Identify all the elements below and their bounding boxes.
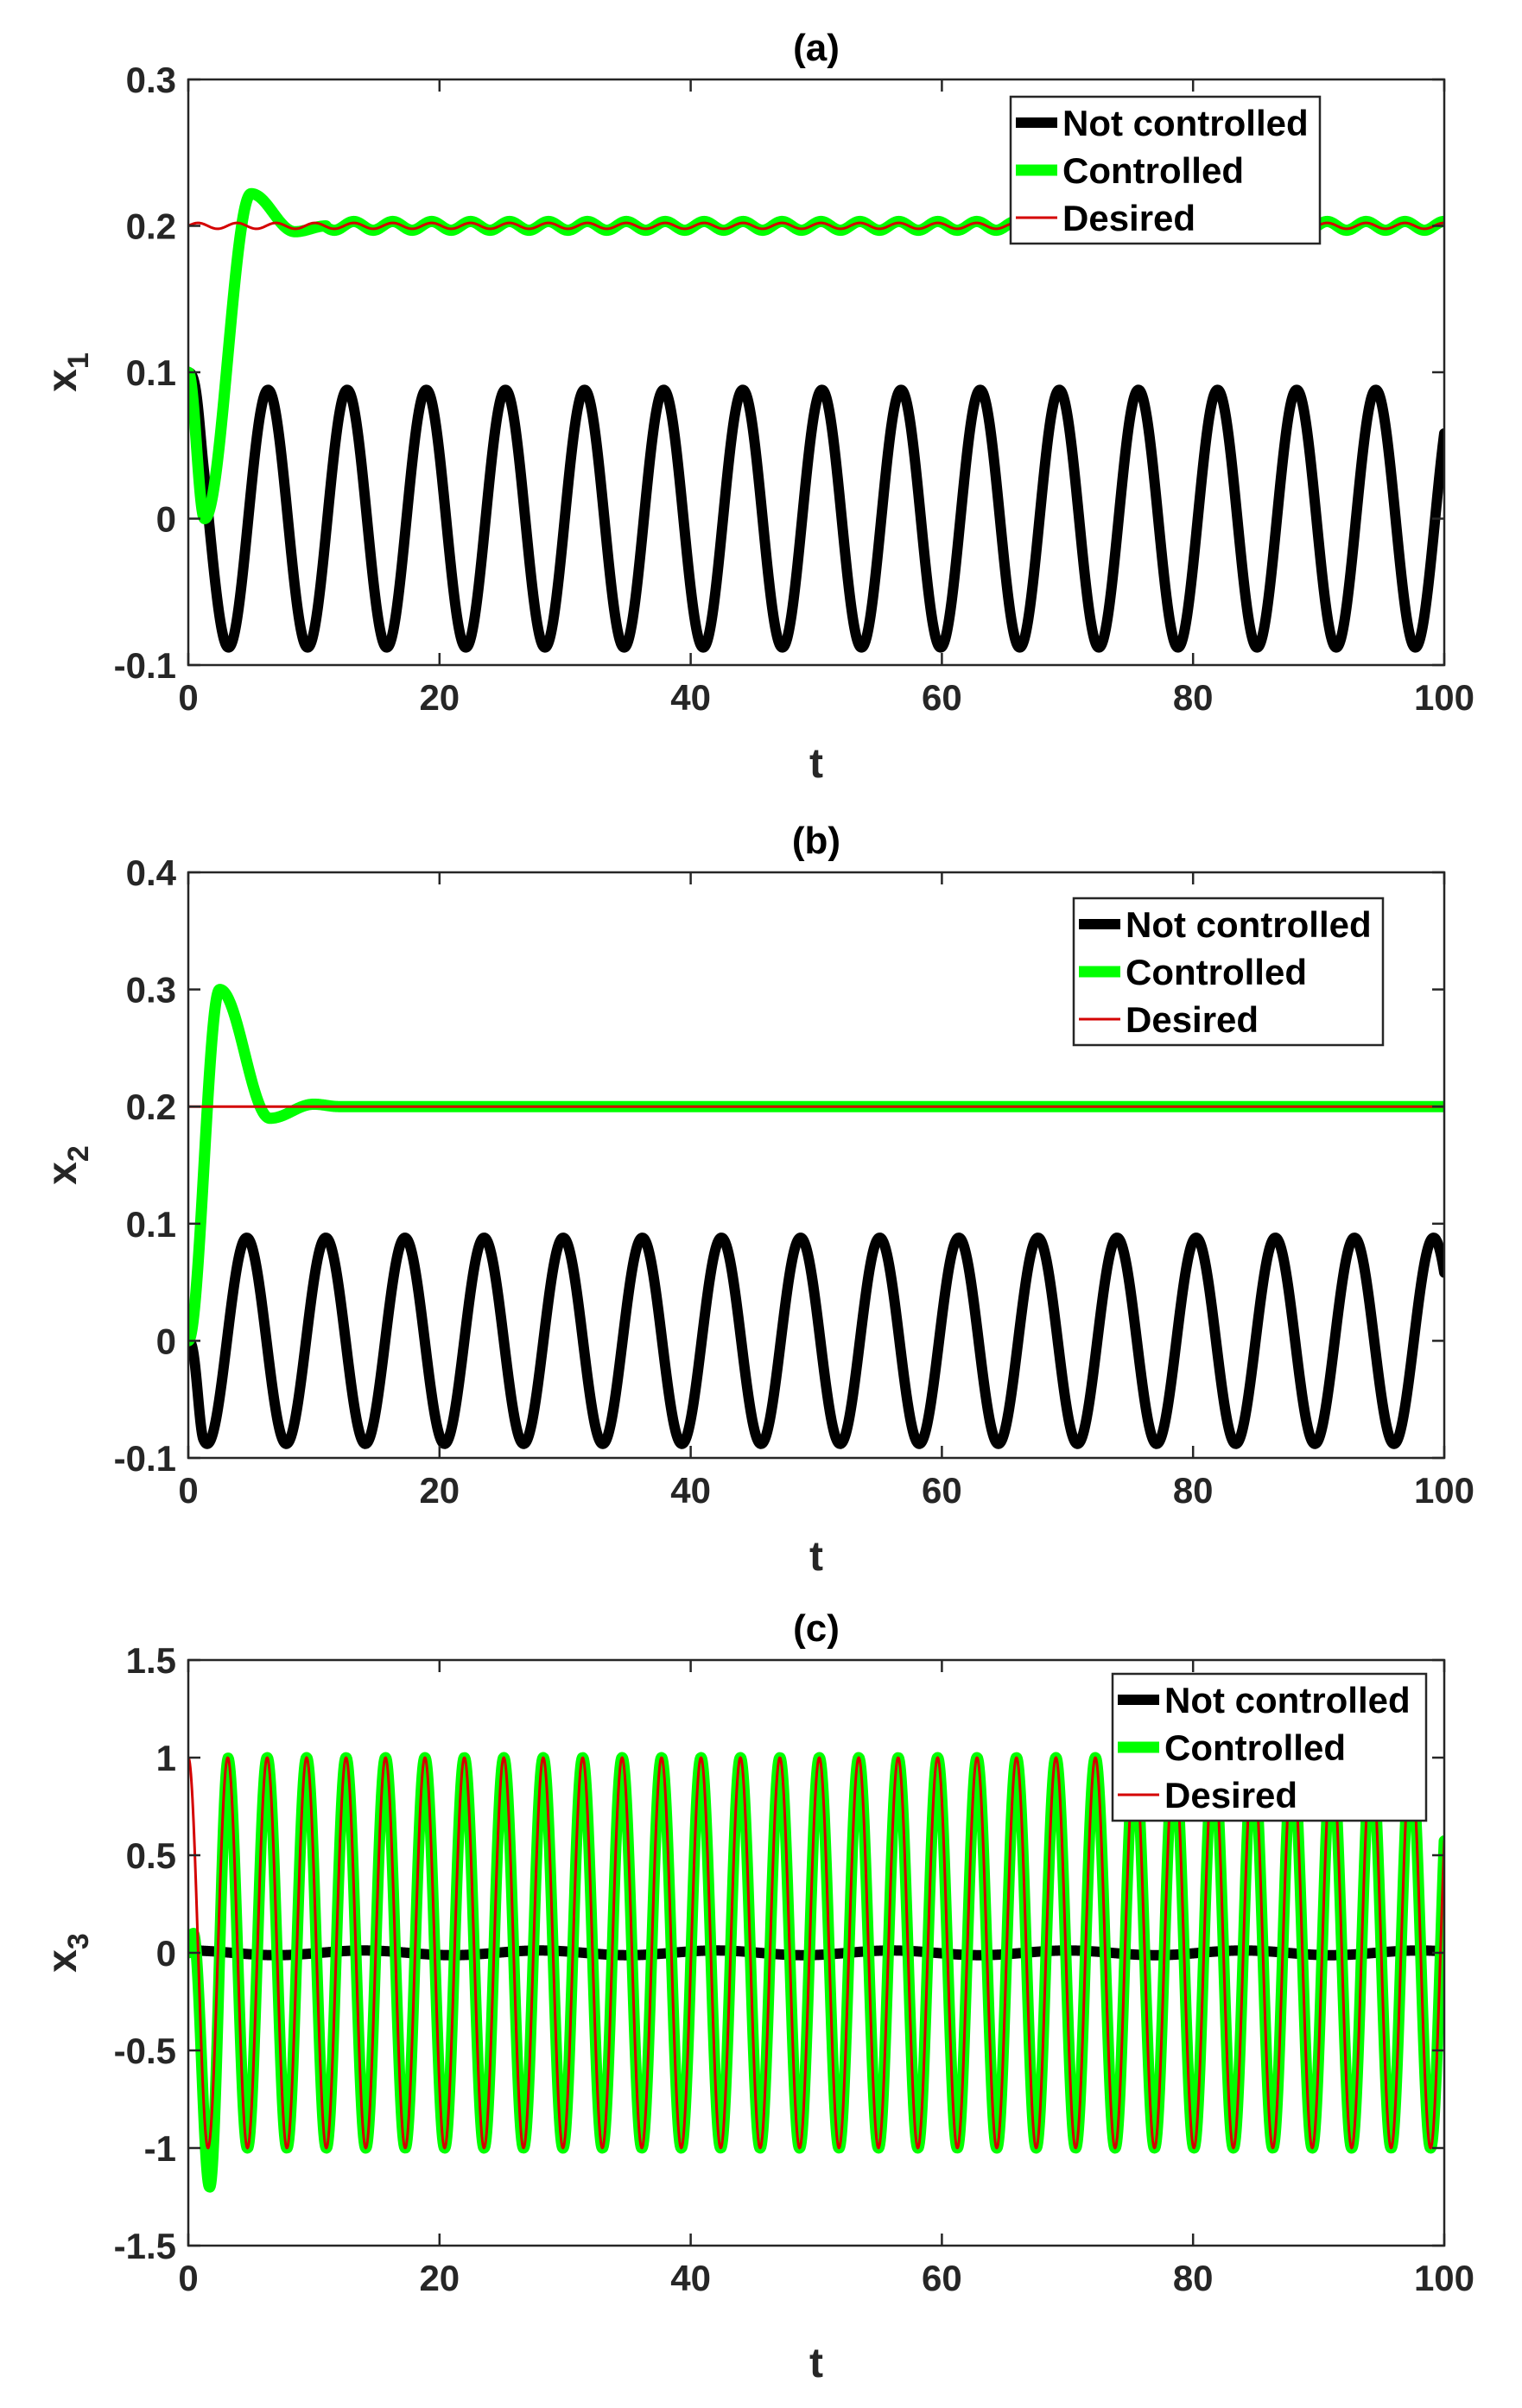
x-tick-label: 60: [922, 677, 962, 718]
x-tick-label: 40: [670, 1470, 711, 1511]
legend-entry: Controlled: [1126, 952, 1307, 992]
chart-title: (b): [792, 820, 840, 862]
legend-entry: Desired: [1164, 1775, 1297, 1816]
x-tick-label: 40: [670, 677, 711, 718]
x-tick-label: 40: [670, 2258, 711, 2298]
y-tick-label: 0.3: [126, 970, 176, 1011]
y-tick-label: 0.5: [126, 1835, 176, 1876]
y-axis-label: x1: [40, 352, 95, 392]
x-axis-label: t: [809, 741, 823, 787]
y-tick-label: 0.3: [126, 60, 176, 100]
x-tick-label: 20: [419, 677, 460, 718]
y-tick-label: 0.1: [126, 352, 176, 393]
y-tick-label: -0.1: [114, 1438, 176, 1479]
y-axis-label: x3: [40, 1933, 95, 1973]
y-axis-label-base: x: [40, 369, 86, 392]
x-tick-label: 80: [1173, 677, 1214, 718]
axes-box: [187, 871, 1446, 1460]
series-line-desired: [188, 1756, 1444, 2150]
x-tick-label: 0: [178, 677, 198, 718]
chart-title: (a): [793, 27, 840, 69]
series-group: [188, 1752, 1444, 2193]
legend-box: [1009, 95, 1322, 245]
legend-entry: Not controlled: [1126, 904, 1372, 945]
y-tick-label: 1.5: [126, 1640, 176, 1681]
legend-entry: Controlled: [1164, 1727, 1346, 1768]
x-tick-label: 80: [1173, 1470, 1214, 1511]
x-tick-label: 0: [178, 1470, 198, 1511]
legend-entry: Desired: [1062, 198, 1195, 238]
legend-entry: Controlled: [1062, 150, 1244, 191]
x-tick-label: 20: [419, 1470, 460, 1511]
y-axis-label-sub: 2: [62, 1145, 95, 1162]
legend-entry: Desired: [1126, 999, 1259, 1040]
legend: Not controlled Controlled Desired: [1111, 1672, 1428, 1822]
legend: Not controlled Controlled Desired: [1072, 897, 1385, 1047]
legend-entry: Not controlled: [1164, 1680, 1411, 1720]
y-tick-label: 0.2: [126, 206, 176, 247]
x-axis-label: t: [809, 2341, 823, 2386]
y-tick-label: 1: [156, 1738, 176, 1778]
x-tick-label: 60: [922, 1470, 962, 1511]
legend-entry: Not controlled: [1062, 103, 1309, 143]
series-line-not-controlled: [188, 367, 1444, 653]
y-tick-label: 0: [156, 1321, 176, 1361]
x-tick-label: 60: [922, 2258, 962, 2298]
y-axis-label-base: x: [40, 1162, 86, 1185]
y-axis-label: x2: [40, 1145, 95, 1185]
y-tick-label: -0.5: [114, 2031, 176, 2071]
y-axis-label-sub: 1: [62, 352, 95, 369]
series-line-not-controlled: [188, 1233, 1444, 1449]
series-group: [188, 984, 1444, 1449]
x-tick-label: 100: [1414, 677, 1474, 718]
x-tick-label: 100: [1414, 1470, 1474, 1511]
x-tick-label: 0: [178, 2258, 198, 2298]
y-tick-label: 0.4: [126, 852, 177, 893]
y-tick-label: 0.1: [126, 1204, 176, 1245]
legend-box: [1111, 1672, 1428, 1822]
y-axis-label-sub: 3: [62, 1933, 95, 1949]
y-tick-label: -0.1: [114, 645, 176, 686]
x-axis-label: t: [809, 1534, 823, 1580]
y-tick-label: -1.5: [114, 2226, 176, 2266]
y-axis-label-base: x: [40, 1949, 86, 1973]
legend-box: [1072, 897, 1385, 1047]
legend: Not controlled Controlled Desired: [1009, 95, 1322, 245]
chart-panel-2: 0 20 40 60 80 100 -1.5 -1 -0.5 0 0.5 1 1.5 (c) t x3 Not …: [40, 1607, 1474, 2386]
x-tick-label: 20: [419, 2258, 460, 2298]
chart-title: (c): [793, 1607, 840, 1650]
x-tick-label: 100: [1414, 2258, 1474, 2298]
x-tick-label: 80: [1173, 2258, 1214, 2298]
y-tick-label: 0: [156, 1933, 176, 1974]
y-tick-label: -1: [144, 2128, 176, 2169]
y-tick-label: 0.2: [126, 1087, 176, 1127]
y-tick-label: 0: [156, 499, 176, 540]
